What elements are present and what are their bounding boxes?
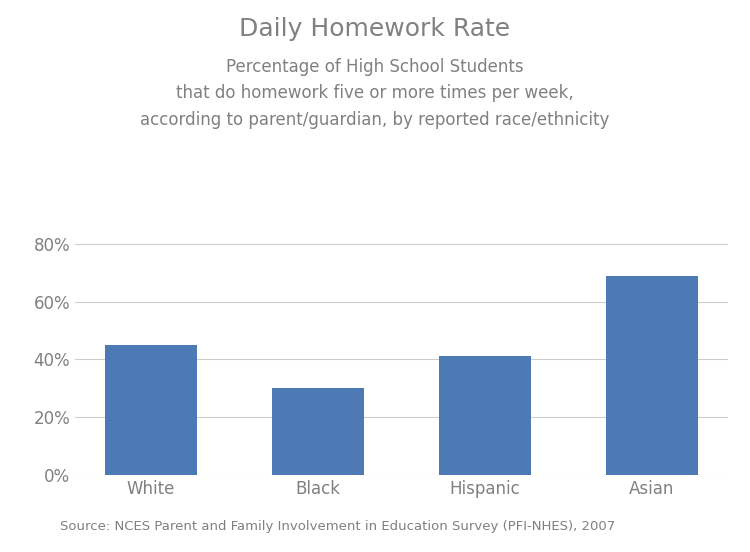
Text: Daily Homework Rate: Daily Homework Rate [239,17,511,40]
Bar [439,357,531,475]
Bar [272,388,364,475]
Text: according to parent/guardian, by reported race/ethnicity: according to parent/guardian, by reporte… [140,111,610,129]
Text: that do homework five or more times per week,: that do homework five or more times per … [176,84,574,103]
Text: Percentage of High School Students: Percentage of High School Students [226,58,524,76]
Bar [606,275,698,475]
Text: Source: NCES Parent and Family Involvement in Education Survey (PFI-NHES), 2007: Source: NCES Parent and Family Involveme… [60,519,615,533]
Bar [105,345,196,475]
